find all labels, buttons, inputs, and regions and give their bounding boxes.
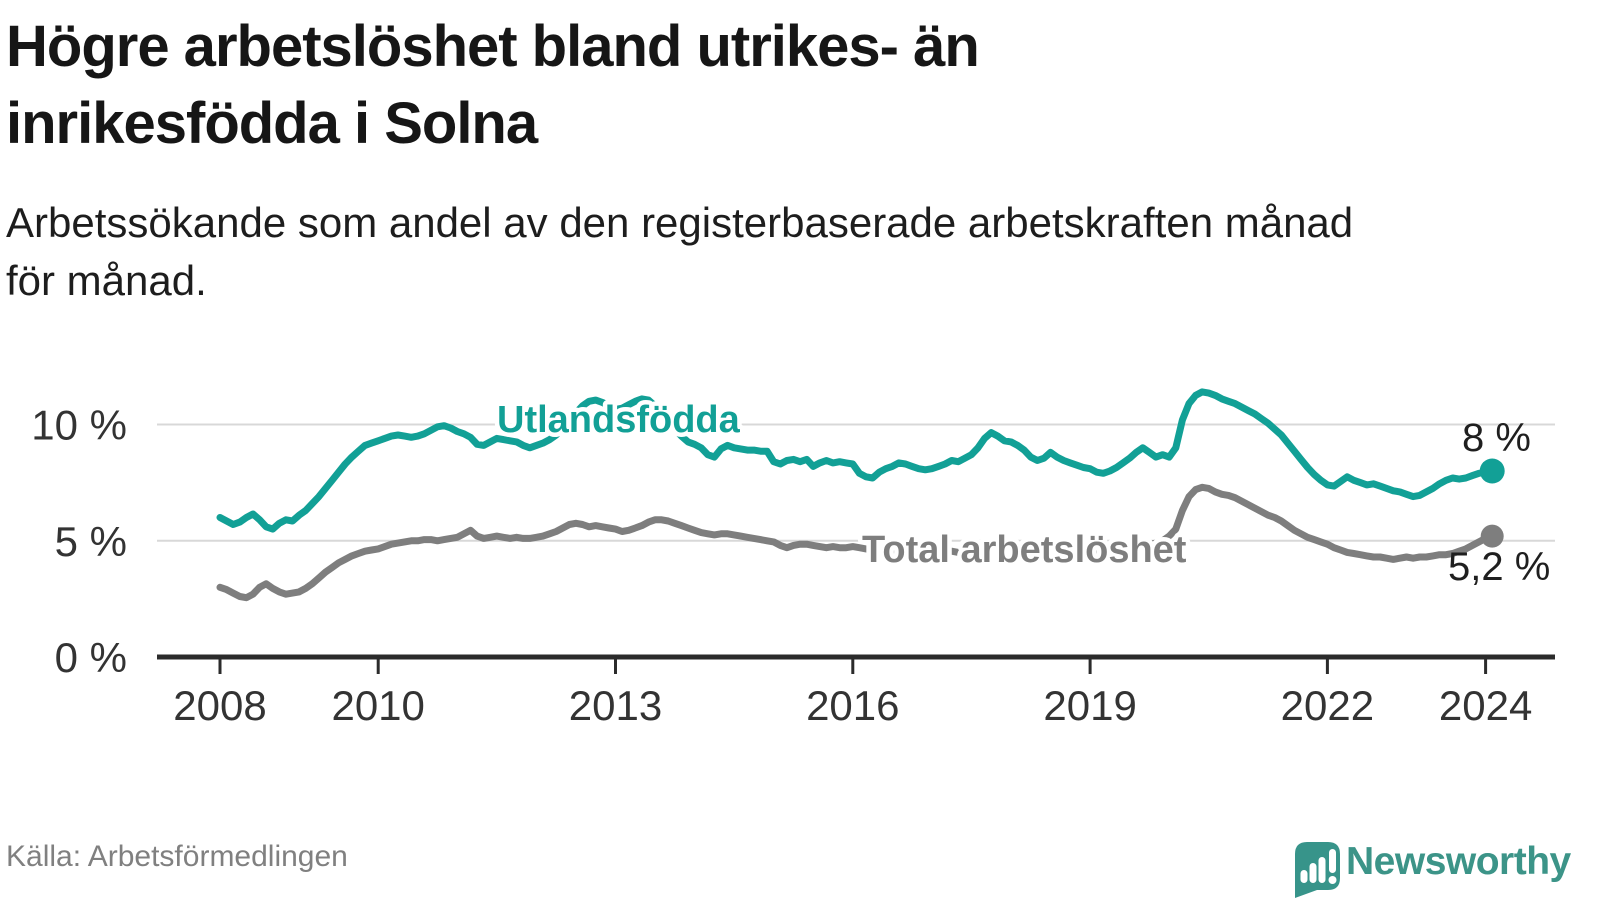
logo-bar-2	[1309, 863, 1317, 883]
y-tick-label: 10 %	[31, 402, 127, 449]
x-tick-label: 2019	[1043, 682, 1136, 729]
x-tick-label: 2024	[1439, 682, 1532, 729]
y-tick-label: 5 %	[55, 518, 127, 565]
x-tick-label: 2016	[806, 682, 899, 729]
series-line-utlandsfodda	[216, 388, 1496, 533]
newsworthy-logo: Newsworthy	[1289, 838, 1571, 900]
chart-title-line1: Högre arbetslöshet bland utrikes- än	[6, 14, 980, 79]
x-tick-label: 2008	[173, 682, 266, 729]
logo-exclamation-dot	[1328, 876, 1337, 884]
series-label-utlandsfodda: Utlandsfödda	[497, 399, 741, 441]
logo-exclamation-bar	[1329, 849, 1336, 873]
series-end-dot-total	[1480, 524, 1504, 548]
chart-subtitle: Arbetssökande som andel av den registerb…	[6, 194, 1566, 310]
chart-subtitle-line2: för månad.	[6, 257, 207, 304]
logo-bar-3	[1318, 857, 1326, 883]
series-label-total: Total arbetslöshet	[862, 529, 1187, 571]
logo-speech-bubble	[1295, 842, 1340, 898]
newsworthy-wordmark: Newsworthy	[1346, 840, 1571, 883]
series-end-dot-utlandsfodda	[1479, 458, 1505, 484]
newsworthy-logo-icon	[1295, 842, 1340, 898]
source-attribution: Källa: Arbetsförmedlingen	[6, 840, 348, 873]
end-value-label-total: 5,2 %	[1448, 545, 1550, 589]
x-tick-label: 2022	[1281, 682, 1374, 729]
y-tick-label: 0 %	[55, 634, 127, 681]
chart-title-line2: inrikesfödda i Solna	[6, 91, 538, 156]
logo-bar-1	[1300, 870, 1308, 883]
x-tick-label: 2010	[331, 682, 424, 729]
x-tick-label: 2013	[569, 682, 662, 729]
end-value-label-utlandsfodda: 8 %	[1462, 416, 1531, 460]
chart-title: Högre arbetslöshet bland utrikes- än inr…	[6, 8, 1406, 162]
chart-subtitle-line1: Arbetssökande som andel av den registerb…	[6, 199, 1354, 246]
series-line-total	[216, 483, 1496, 602]
